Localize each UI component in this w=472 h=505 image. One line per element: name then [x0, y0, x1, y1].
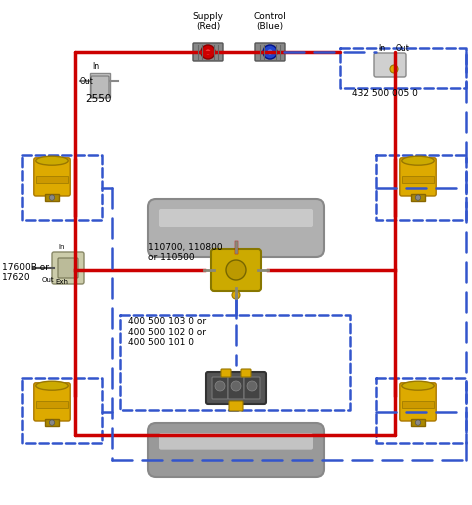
Ellipse shape	[402, 156, 434, 165]
FancyBboxPatch shape	[91, 76, 109, 98]
FancyBboxPatch shape	[400, 158, 436, 196]
FancyBboxPatch shape	[211, 249, 261, 291]
Bar	[36, 401, 68, 408]
Circle shape	[415, 420, 421, 425]
Circle shape	[263, 45, 277, 59]
Bar	[22, 378, 102, 443]
Text: In: In	[378, 44, 385, 53]
FancyBboxPatch shape	[52, 252, 84, 284]
FancyBboxPatch shape	[148, 199, 324, 257]
FancyBboxPatch shape	[34, 158, 70, 196]
FancyBboxPatch shape	[159, 209, 313, 227]
Bar	[402, 176, 434, 183]
Ellipse shape	[402, 381, 434, 390]
Bar	[402, 401, 434, 408]
Text: 17600B or
17620: 17600B or 17620	[2, 263, 49, 282]
Circle shape	[232, 291, 240, 299]
FancyBboxPatch shape	[229, 401, 243, 411]
Ellipse shape	[36, 156, 68, 165]
Text: In: In	[59, 244, 65, 250]
Circle shape	[231, 381, 241, 391]
Text: Out: Out	[396, 44, 410, 53]
Bar	[36, 176, 68, 183]
FancyBboxPatch shape	[212, 377, 228, 399]
FancyBboxPatch shape	[374, 53, 406, 77]
Circle shape	[49, 195, 55, 200]
FancyBboxPatch shape	[148, 423, 324, 477]
Circle shape	[415, 195, 421, 200]
Text: 2550: 2550	[85, 94, 111, 104]
Text: Out: Out	[80, 77, 94, 86]
Circle shape	[215, 381, 225, 391]
Bar	[340, 48, 466, 88]
Bar	[376, 378, 466, 443]
Text: 432 500 005 0: 432 500 005 0	[352, 89, 418, 98]
Bar	[45, 194, 59, 201]
FancyBboxPatch shape	[193, 43, 223, 61]
FancyBboxPatch shape	[221, 369, 231, 377]
Bar	[411, 194, 425, 201]
Circle shape	[267, 49, 273, 55]
Circle shape	[226, 260, 246, 280]
Circle shape	[247, 381, 257, 391]
Ellipse shape	[36, 381, 68, 390]
Text: Control
(Blue): Control (Blue)	[253, 12, 287, 31]
Text: Supply
(Red): Supply (Red)	[193, 12, 224, 31]
FancyBboxPatch shape	[241, 369, 251, 377]
Circle shape	[205, 49, 211, 55]
Circle shape	[390, 65, 398, 73]
Text: 400 500 103 0 or
400 500 102 0 or
400 500 101 0: 400 500 103 0 or 400 500 102 0 or 400 50…	[128, 317, 206, 347]
FancyBboxPatch shape	[58, 258, 78, 278]
Circle shape	[201, 45, 215, 59]
FancyBboxPatch shape	[34, 383, 70, 421]
FancyBboxPatch shape	[400, 383, 436, 421]
FancyBboxPatch shape	[206, 372, 266, 404]
Bar	[120, 315, 350, 410]
FancyBboxPatch shape	[228, 377, 244, 399]
Text: Exh: Exh	[56, 279, 68, 285]
Bar	[22, 155, 102, 220]
FancyBboxPatch shape	[244, 377, 260, 399]
Bar	[45, 419, 59, 426]
Bar	[376, 155, 466, 220]
Bar	[411, 419, 425, 426]
Text: Out: Out	[42, 277, 54, 283]
Circle shape	[49, 420, 55, 425]
FancyBboxPatch shape	[159, 433, 313, 449]
Text: In: In	[92, 62, 99, 71]
Bar	[90, 73, 110, 97]
FancyBboxPatch shape	[255, 43, 285, 61]
Text: 110700, 110800
or 110500: 110700, 110800 or 110500	[148, 242, 223, 262]
